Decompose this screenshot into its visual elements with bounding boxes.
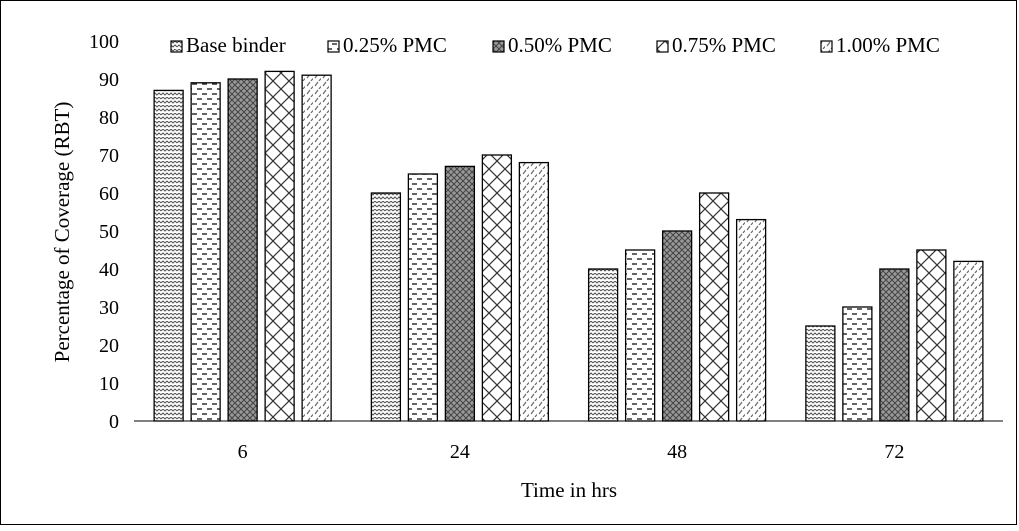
- bar-0-75-pmc-6: [264, 70, 295, 422]
- bar-0-25-pmc-24: [407, 173, 439, 422]
- bar-0-25-pmc-6: [190, 82, 221, 422]
- bar-1-00-pmc-24: [518, 161, 550, 422]
- y-tick-label: 40: [99, 259, 119, 281]
- legend-swatch: [170, 40, 183, 53]
- bar-1-00-pmc-6: [301, 74, 332, 422]
- x-tick-label: 6: [238, 441, 248, 463]
- axes: 0 10 20 30 40 50 60 70 80 90 100 6 24 48 72: [89, 31, 1003, 463]
- bar-0-25-pmc-48: [624, 249, 656, 422]
- y-axis-label: Percentage of Coverage (RBT): [50, 102, 74, 363]
- bar-0-50-pmc-72: [879, 268, 910, 422]
- legend-swatch: [820, 40, 833, 53]
- legend-label: 0.50% PMC: [508, 33, 612, 57]
- legend-label: Base binder: [186, 33, 286, 57]
- y-tick-label: 60: [99, 183, 119, 205]
- y-tick-label: 90: [99, 69, 119, 91]
- y-tick-label: 70: [99, 145, 119, 167]
- y-tick-label: 50: [99, 221, 119, 243]
- bar-0-75-pmc-48: [698, 192, 730, 422]
- y-tick-label: 80: [99, 107, 119, 129]
- legend-label: 0.75% PMC: [672, 33, 776, 57]
- x-tick-label: 24: [450, 441, 470, 463]
- legend-label: 0.25% PMC: [343, 33, 447, 57]
- legend: Base binder 0.25% PMC 0.50% PMC 0.75% PMC 1.…: [170, 33, 940, 57]
- bar-base-binder-72: [805, 325, 836, 422]
- legend-swatch: [327, 40, 340, 53]
- legend-swatch: [656, 40, 669, 53]
- bar-0-50-pmc-24: [444, 165, 476, 422]
- bar-0-25-pmc-72: [842, 306, 873, 422]
- x-tick-label: 72: [884, 441, 904, 463]
- bar-1-00-pmc-48: [735, 218, 767, 422]
- bar-0-75-pmc-24: [481, 154, 513, 422]
- legend-swatch: [492, 40, 505, 53]
- y-tick-label: 10: [99, 373, 119, 395]
- y-tick-label: 100: [89, 31, 119, 53]
- y-tick-label: 0: [109, 411, 119, 433]
- bar-base-binder-24: [370, 192, 402, 422]
- legend-label: 1.00% PMC: [836, 33, 940, 57]
- y-tick-label: 20: [99, 335, 119, 357]
- y-tick-label: 30: [99, 297, 119, 319]
- bar-base-binder-48: [587, 268, 619, 422]
- bar-0-50-pmc-6: [227, 78, 258, 422]
- bar-base-binder-6: [153, 89, 184, 422]
- bar-1-00-pmc-72: [953, 260, 984, 422]
- x-axis-label: Time in hrs: [521, 478, 617, 502]
- bar-0-75-pmc-72: [916, 249, 947, 422]
- bar-0-50-pmc-48: [661, 230, 693, 422]
- x-tick-label: 48: [667, 441, 687, 463]
- bars: [153, 70, 984, 422]
